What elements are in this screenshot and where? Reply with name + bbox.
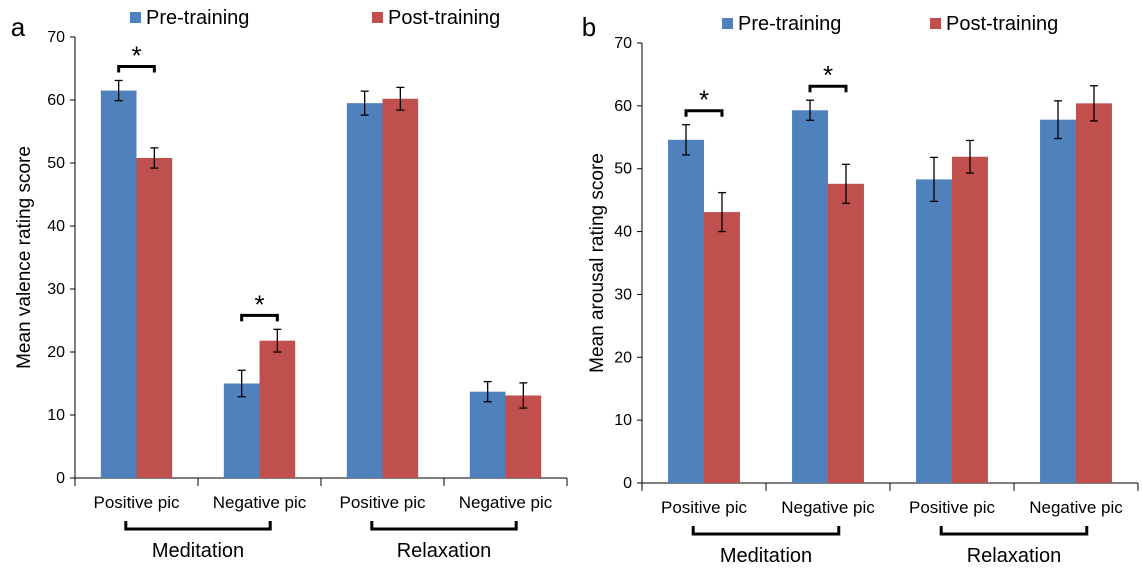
y-tick-label: 60 xyxy=(47,92,65,109)
y-tick-label: 0 xyxy=(623,475,632,492)
x-tick-label: Negative pic xyxy=(459,493,553,512)
significance-star: * xyxy=(699,85,709,115)
legend-label: Post-training xyxy=(946,13,1058,35)
pre-training-bar xyxy=(792,110,828,483)
group-bracket xyxy=(691,526,841,536)
y-tick-label: 50 xyxy=(614,161,632,178)
post-training-bar xyxy=(828,183,864,484)
post-training-bar xyxy=(259,340,296,478)
y-tick-label: 60 xyxy=(614,98,632,115)
legend-label: Post-training xyxy=(388,7,500,29)
chart-panel-b: b Mean arousal rating score 0 10 20 30 40 50 60 7… xyxy=(582,12,1139,567)
significance-star: * xyxy=(823,60,833,90)
legend-label: Pre-training xyxy=(146,7,249,29)
significance-bracket xyxy=(808,84,848,93)
pre-training-bar xyxy=(1040,119,1076,483)
significance-bracket xyxy=(240,313,279,322)
group-bracket xyxy=(370,521,518,531)
y-tick-label: 0 xyxy=(56,470,65,487)
group-label: Meditation xyxy=(720,545,812,567)
group-bracket xyxy=(939,526,1089,536)
post-training-bar xyxy=(505,395,542,478)
y-tick-label: 20 xyxy=(47,344,65,361)
post-training-bar xyxy=(136,157,173,478)
pre-training-legend-swatch xyxy=(722,18,733,29)
group-label: Relaxation xyxy=(397,540,492,562)
pre-training-legend-swatch xyxy=(130,12,141,23)
pre-training-bar xyxy=(100,90,137,479)
pre-training-bar xyxy=(346,103,383,479)
pre-training-bar xyxy=(668,139,704,484)
pre-training-bar xyxy=(916,179,952,483)
group-bracket xyxy=(124,521,272,531)
panel-letter: b xyxy=(582,12,596,42)
significance-bracket xyxy=(117,64,156,73)
y-axis-label: Mean arousal rating score xyxy=(587,153,608,373)
group-label: Meditation xyxy=(152,540,244,562)
chart-panel-a: a Mean valence rating score 0 10 20 30 40 50 60 7… xyxy=(11,7,568,562)
group-label: Relaxation xyxy=(967,545,1062,567)
y-tick-label: 50 xyxy=(47,155,65,172)
post-training-legend-swatch xyxy=(372,12,383,23)
x-tick-label: Positive pic xyxy=(94,493,180,512)
x-tick-label: Negative pic xyxy=(781,498,875,517)
significance-star: * xyxy=(131,40,141,70)
post-training-bar xyxy=(952,156,988,483)
y-axis-label: Mean valence rating score xyxy=(14,146,35,369)
y-tick-label: 30 xyxy=(614,286,632,303)
x-tick-label: Positive pic xyxy=(661,498,747,517)
panel-letter: a xyxy=(11,12,26,42)
y-tick-label: 20 xyxy=(614,349,632,366)
post-training-bar xyxy=(704,212,740,484)
x-tick-label: Negative pic xyxy=(1029,498,1123,517)
x-tick-label: Positive pic xyxy=(909,498,995,517)
pre-training-bar xyxy=(223,383,260,478)
pre-training-bar xyxy=(469,391,506,478)
significance-bracket xyxy=(684,109,724,117)
y-tick-label: 40 xyxy=(47,218,65,235)
y-tick-label: 10 xyxy=(47,407,65,424)
x-tick-label: Negative pic xyxy=(213,493,307,512)
post-training-legend-swatch xyxy=(930,18,941,29)
post-training-bar xyxy=(1076,103,1112,483)
post-training-bar xyxy=(382,98,419,479)
y-tick-label: 70 xyxy=(47,29,65,46)
y-tick-label: 40 xyxy=(614,224,632,241)
y-tick-label: 30 xyxy=(47,281,65,298)
x-tick-label: Positive pic xyxy=(340,493,426,512)
significance-star: * xyxy=(254,289,264,319)
legend-label: Pre-training xyxy=(738,13,841,35)
y-tick-label: 70 xyxy=(614,35,632,52)
y-tick-label: 10 xyxy=(614,412,632,429)
